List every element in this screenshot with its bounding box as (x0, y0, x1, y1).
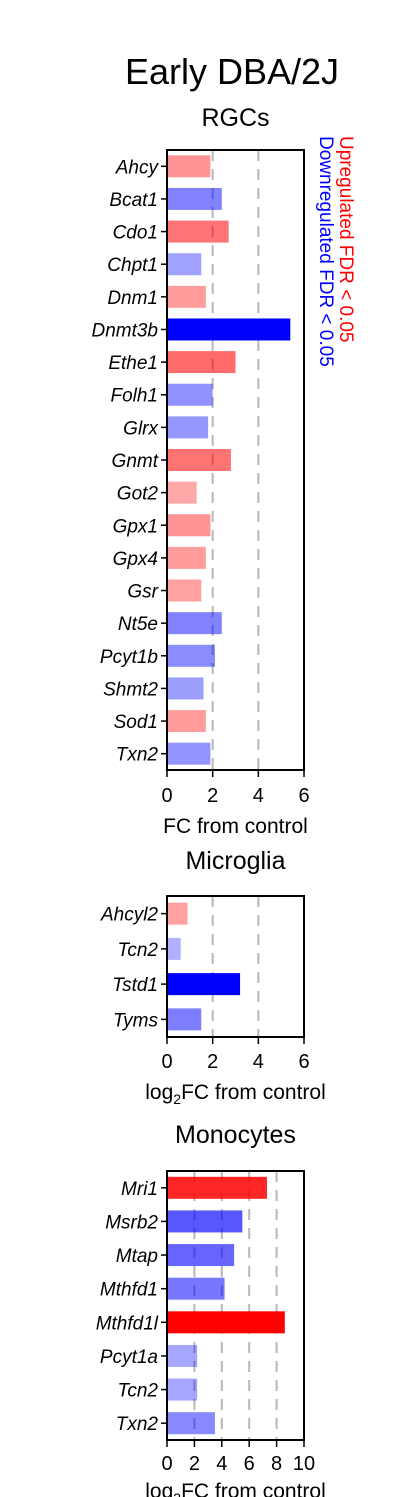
legend-downregulated: Downregulated FDR < 0.05 (315, 136, 336, 367)
bar-got2 (167, 481, 197, 504)
category-label-tyms: Tyms (113, 1010, 159, 1031)
category-label-mthfd1: Mthfd1 (100, 1280, 158, 1301)
x-tick-label: 6 (298, 785, 309, 807)
x-tick-label: 0 (161, 1453, 172, 1475)
chart-panels: RGCs Ahcy Bcat1 Cdo1 Chpt1 Dnm1 Dnmt3b Ethe1 Fol… (91, 104, 325, 1497)
bar-pcyt1b (167, 644, 215, 667)
x-tick-label: 0 (161, 785, 172, 807)
category-label-got2: Got2 (117, 484, 159, 505)
category-label-gpx1: Gpx1 (113, 516, 158, 537)
panel-title: Monocytes (175, 1121, 296, 1149)
category-label-pcyt1a: Pcyt1a (100, 1347, 158, 1368)
panel-title: Microglia (185, 847, 285, 875)
bar-tyms (167, 1008, 202, 1031)
category-label-folh1: Folh1 (110, 386, 158, 407)
x-tick-label: 0 (161, 1051, 172, 1073)
category-label-mtap: Mtap (116, 1246, 158, 1267)
legend: Upregulated FDR < 0.05 Downregulated FDR… (315, 136, 356, 367)
plot-frame (166, 149, 305, 771)
category-label-cdo1: Cdo1 (113, 223, 158, 244)
bar-msrb2 (167, 1210, 243, 1233)
plot-frame (166, 895, 305, 1038)
bar-cdo1 (167, 220, 229, 243)
x-tick-label: 10 (293, 1453, 315, 1475)
x-tick-label: 2 (207, 785, 218, 807)
x-tick-label: 6 (298, 1051, 309, 1073)
category-label-msrb2: Msrb2 (105, 1212, 158, 1233)
bar-mri1 (167, 1176, 268, 1199)
category-label-dnmt3b: Dnmt3b (91, 320, 158, 341)
category-label-bcat1: Bcat1 (109, 190, 158, 211)
category-label-shmt2: Shmt2 (103, 679, 158, 700)
bar-tstd1 (167, 973, 241, 996)
x-tick-label: 4 (253, 1051, 264, 1073)
category-label-tstd1: Tstd1 (112, 975, 158, 996)
x-axis-label: log2FC from control (145, 1480, 326, 1497)
category-label-mri1: Mri1 (121, 1179, 158, 1200)
category-label-dnm1: Dnm1 (107, 288, 158, 309)
category-label-txn2: Txn2 (116, 745, 159, 766)
bar-gpx1 (167, 514, 211, 537)
category-label-glrx: Glrx (123, 418, 159, 439)
category-label-tcn2: Tcn2 (118, 940, 159, 961)
bar-tcn2 (167, 1378, 198, 1401)
x-tick-label: 4 (253, 785, 264, 807)
category-label-gsr: Gsr (127, 582, 158, 603)
bar-tcn2 (167, 937, 181, 960)
category-label-tcn2: Tcn2 (118, 1381, 159, 1402)
figure-title: Early DBA/2J (125, 51, 339, 92)
bar-pcyt1a (167, 1344, 198, 1367)
category-label-ahcyl2: Ahcyl2 (100, 905, 158, 926)
category-label-nt5e: Nt5e (118, 614, 158, 635)
bar-folh1 (167, 383, 213, 406)
bar-nt5e (167, 612, 222, 635)
category-label-pcyt1b: Pcyt1b (100, 647, 158, 668)
x-tick-label: 8 (271, 1453, 282, 1475)
x-tick-label: 6 (244, 1453, 255, 1475)
bar-mthfd1l (167, 1311, 285, 1334)
x-axis-label: log2FC from control (145, 1081, 326, 1107)
bar-chpt1 (167, 253, 202, 276)
panel-title: RGCs (201, 104, 269, 132)
bar-txn2 (167, 742, 211, 765)
category-label-chpt1: Chpt1 (107, 255, 158, 276)
plot-frame (166, 1170, 305, 1441)
bar-gsr (167, 579, 202, 602)
bar-gpx4 (167, 546, 206, 569)
bar-dnmt3b (167, 318, 291, 341)
bar-shmt2 (167, 677, 204, 700)
bar-ahcyl2 (167, 902, 188, 925)
category-label-gpx4: Gpx4 (113, 549, 158, 570)
panel-monocytes: Monocytes Mri1 Msrb2 Mtap Mthfd1 Mthfd1l Pcyt1… (96, 1121, 326, 1497)
bar-ethe1 (167, 351, 236, 374)
bar-mtap (167, 1244, 235, 1267)
bar-bcat1 (167, 187, 222, 210)
bar-sod1 (167, 710, 206, 733)
bar-txn2 (167, 1412, 215, 1435)
bar-mthfd1 (167, 1277, 225, 1300)
x-tick-label: 4 (216, 1453, 227, 1475)
x-axis-label: FC from control (163, 815, 308, 838)
legend-upregulated: Upregulated FDR < 0.05 (335, 136, 356, 342)
category-label-gnmt: Gnmt (112, 451, 159, 472)
x-tick-label: 2 (207, 1051, 218, 1073)
bar-ahcy (167, 155, 211, 178)
category-label-ethe1: Ethe1 (108, 353, 158, 374)
category-label-sod1: Sod1 (114, 712, 158, 733)
x-tick-label: 2 (189, 1453, 200, 1475)
category-label-txn2: Txn2 (116, 1414, 159, 1435)
bar-gnmt (167, 449, 231, 471)
bar-dnm1 (167, 285, 206, 308)
category-label-ahcy: Ahcy (115, 157, 160, 178)
panel-rgcs: RGCs Ahcy Bcat1 Cdo1 Chpt1 Dnm1 Dnmt3b Ethe1 Fol… (91, 104, 309, 838)
category-label-mthfd1l: Mthfd1l (96, 1313, 159, 1334)
bar-glrx (167, 416, 209, 439)
